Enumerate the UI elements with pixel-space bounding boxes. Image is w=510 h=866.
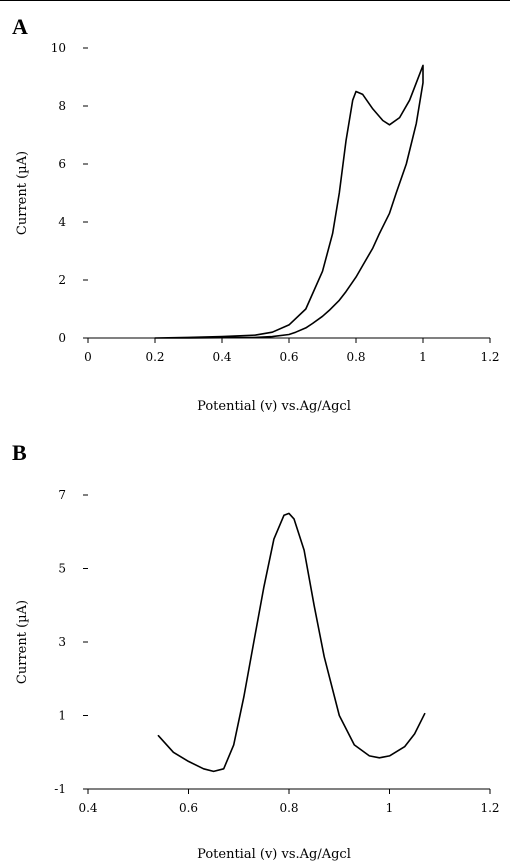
pb-x-tick-label-2: 0.8 [279,801,298,815]
pa-y-tick-label-4: 8 [58,99,66,113]
pa-y-tick-label-5: 10 [51,41,66,55]
pb-y-axis-title: Current (µA) [15,600,30,684]
pa-y-tick-label-1: 2 [58,273,66,287]
pa-y-axis-title: Current (µA) [15,151,30,235]
pa-x-tick-label-4: 0.8 [346,350,365,364]
top-rule [0,0,510,1]
pa-x-tick-label-3: 0.6 [279,350,298,364]
pb-y-tick-label-2: 3 [58,635,66,649]
pa-y-tick-label-3: 6 [58,157,66,171]
pb-x-tick-label-4: 1.2 [480,801,499,815]
pb-y-tick-label-0: -1 [54,782,66,796]
pa-x-tick-label-2: 0.4 [212,350,231,364]
pb-y-tick-label-3: 5 [58,562,66,576]
pb-x-tick-label-3: 1 [386,801,394,815]
pb-x-tick-label-0: 0.4 [78,801,97,815]
pa-x-tick-label-5: 1 [419,350,427,364]
panel-label-b: B [12,440,27,465]
pa-y-tick-label-0: 0 [58,331,66,345]
pa-x-tick-label-0: 0 [84,350,92,364]
pb-x-tick-label-1: 0.6 [179,801,198,815]
panel-label-a: A [12,14,28,39]
pa-x-axis-title: Potential (v) vs.Ag/Agcl [197,399,351,414]
pa-y-tick-label-2: 4 [58,215,66,229]
pb-y-tick-label-4: 7 [58,488,66,502]
pa-x-tick-label-1: 0.2 [145,350,164,364]
pb-y-tick-label-1: 1 [58,709,66,723]
pb-x-axis-title: Potential (v) vs.Ag/Agcl [197,847,351,862]
pb-series-line-0 [157,512,426,773]
pa-x-tick-label-6: 1.2 [480,350,499,364]
pa-series-line-0 [154,64,424,339]
